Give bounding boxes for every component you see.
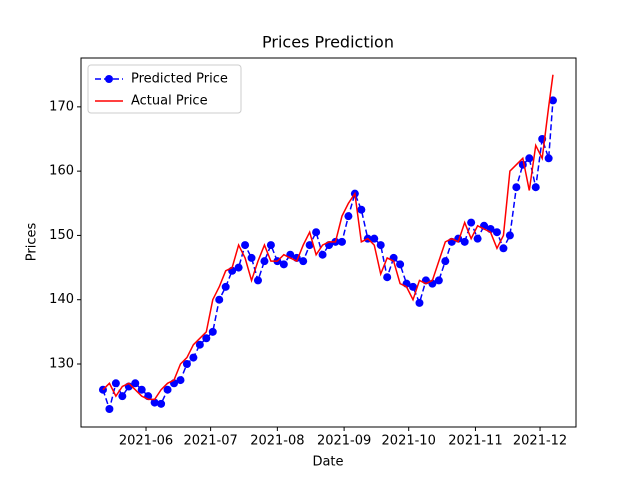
point xyxy=(176,376,185,385)
point xyxy=(473,234,482,243)
point xyxy=(548,96,557,105)
legend-box xyxy=(87,64,242,114)
point xyxy=(396,260,405,269)
point xyxy=(415,298,424,307)
point xyxy=(460,237,469,246)
x-tick-label: 2021-08 xyxy=(250,434,304,449)
point xyxy=(247,253,256,262)
point xyxy=(266,241,275,250)
point xyxy=(531,183,540,192)
y-tick-label: 150 xyxy=(49,228,74,243)
x-tick-label: 2021-10 xyxy=(382,434,436,449)
point xyxy=(105,405,114,413)
x-tick-label: 2021-06 xyxy=(119,434,173,449)
y-tick-label: 140 xyxy=(49,292,74,307)
point xyxy=(434,276,443,285)
series-line xyxy=(102,100,554,412)
series-line xyxy=(102,74,554,401)
point xyxy=(241,241,250,250)
y-tick-label: 160 xyxy=(49,164,74,179)
y-tick-label: 130 xyxy=(49,357,74,372)
point xyxy=(318,250,327,259)
y-axis-label: Prices xyxy=(25,223,40,262)
x-tick-label: 2021-11 xyxy=(448,434,502,449)
point xyxy=(441,257,450,266)
chart-title: Prices Prediction xyxy=(262,33,394,52)
point xyxy=(544,154,553,163)
legend-marker xyxy=(105,75,113,83)
point xyxy=(253,276,262,285)
point xyxy=(344,212,353,221)
x-axis-label: Date xyxy=(312,455,343,470)
point xyxy=(357,205,366,214)
point xyxy=(195,340,204,349)
point xyxy=(215,295,224,304)
point xyxy=(182,360,191,368)
legend-label: Predicted Price xyxy=(131,72,228,87)
plot-frame xyxy=(80,57,577,428)
x-tick-label: 2021-12 xyxy=(513,434,567,449)
point xyxy=(137,385,146,394)
point xyxy=(305,241,314,250)
point xyxy=(131,379,140,388)
point xyxy=(234,263,243,272)
point xyxy=(505,231,514,240)
point xyxy=(111,379,120,388)
point xyxy=(337,237,346,246)
point xyxy=(467,218,476,227)
y-tick-label: 170 xyxy=(49,99,74,114)
point xyxy=(202,334,211,343)
point xyxy=(525,154,534,163)
point xyxy=(299,257,308,266)
point xyxy=(221,282,230,291)
point xyxy=(260,257,269,266)
point xyxy=(189,353,198,362)
point xyxy=(208,327,217,336)
point xyxy=(492,228,501,237)
legend-label: Actual Price xyxy=(131,94,208,109)
point xyxy=(370,234,379,243)
point xyxy=(279,260,288,269)
point xyxy=(150,398,159,407)
point xyxy=(163,385,172,394)
x-tick-label: 2021-07 xyxy=(183,434,237,449)
point xyxy=(409,282,418,291)
point xyxy=(383,273,392,282)
point xyxy=(512,183,521,192)
point xyxy=(499,244,508,253)
point xyxy=(312,228,321,237)
x-tick-label: 2021-09 xyxy=(317,434,371,449)
point xyxy=(157,399,166,408)
point xyxy=(118,392,127,401)
point xyxy=(376,241,385,250)
